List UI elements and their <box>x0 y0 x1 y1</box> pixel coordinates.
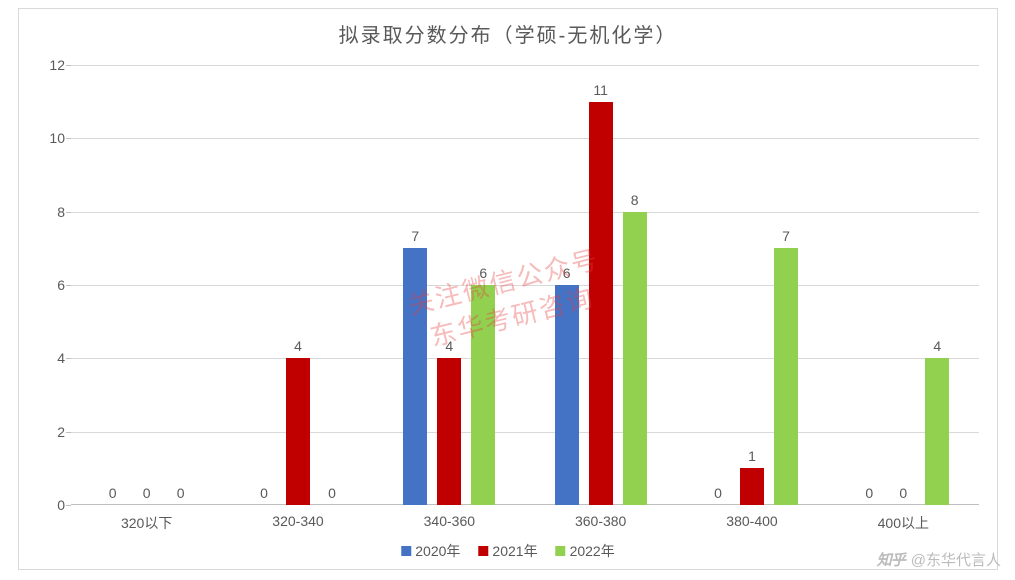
x-axis-line <box>71 504 979 505</box>
x-category-label: 380-400 <box>726 513 777 529</box>
grid-line <box>71 212 979 213</box>
bar: 6 <box>555 285 579 505</box>
bar: 7 <box>403 248 427 505</box>
bar: 6 <box>471 285 495 505</box>
bar: 1 <box>740 468 764 505</box>
x-category-label: 320以下 <box>121 513 172 533</box>
y-tick-label: 2 <box>41 424 65 440</box>
y-tick-label: 12 <box>41 57 65 73</box>
legend-swatch <box>478 546 488 556</box>
bar-value-label: 0 <box>328 485 336 501</box>
y-tick-label: 0 <box>41 497 65 513</box>
bar: 4 <box>925 358 949 505</box>
bar: 7 <box>774 248 798 505</box>
bar: 4 <box>437 358 461 505</box>
legend-swatch <box>401 546 411 556</box>
x-category-label: 360-380 <box>575 513 626 529</box>
y-tick-mark <box>66 358 71 359</box>
bar-value-label: 7 <box>411 228 419 244</box>
legend-label: 2020年 <box>415 541 460 561</box>
y-tick-label: 8 <box>41 204 65 220</box>
chart-title: 拟录取分数分布（学硕-无机化学） <box>19 9 997 54</box>
bar-value-label: 1 <box>748 448 756 464</box>
legend-label: 2022年 <box>570 541 615 561</box>
grid-line <box>71 65 979 66</box>
bar: 4 <box>286 358 310 505</box>
bar-value-label: 6 <box>563 265 571 281</box>
bar-value-label: 0 <box>177 485 185 501</box>
bar-value-label: 0 <box>260 485 268 501</box>
y-tick-mark <box>66 432 71 433</box>
bar-value-label: 0 <box>865 485 873 501</box>
y-tick-label: 4 <box>41 350 65 366</box>
y-tick-mark <box>66 505 71 506</box>
bar-value-label: 11 <box>593 82 608 98</box>
chart-container: 拟录取分数分布（学硕-无机化学） 024681012320以下000320-34… <box>18 8 998 570</box>
bar-value-label: 4 <box>933 338 941 354</box>
y-tick-label: 10 <box>41 130 65 146</box>
bar-value-label: 4 <box>445 338 453 354</box>
bar-value-label: 7 <box>782 228 790 244</box>
bar: 11 <box>589 102 613 505</box>
y-tick-mark <box>66 65 71 66</box>
grid-line <box>71 285 979 286</box>
legend-item: 2020年 <box>401 541 460 561</box>
bar-value-label: 0 <box>109 485 117 501</box>
y-tick-label: 6 <box>41 277 65 293</box>
grid-line <box>71 432 979 433</box>
legend-item: 2021年 <box>478 541 537 561</box>
y-tick-mark <box>66 285 71 286</box>
bar: 8 <box>623 212 647 505</box>
bar-value-label: 4 <box>294 338 302 354</box>
legend-swatch <box>556 546 566 556</box>
bar-value-label: 6 <box>479 265 487 281</box>
grid-line <box>71 138 979 139</box>
x-category-label: 400以上 <box>878 513 929 533</box>
x-category-label: 320-340 <box>272 513 323 529</box>
bar-value-label: 0 <box>899 485 907 501</box>
x-category-label: 340-360 <box>424 513 475 529</box>
legend-item: 2022年 <box>556 541 615 561</box>
chart-legend: 2020年 2021年 2022年 <box>401 541 614 561</box>
y-tick-mark <box>66 138 71 139</box>
bar-value-label: 8 <box>631 192 639 208</box>
bar-value-label: 0 <box>143 485 151 501</box>
grid-line <box>71 358 979 359</box>
bar-value-label: 0 <box>714 485 722 501</box>
plot-area: 024681012320以下000320-340040340-360746360… <box>71 65 979 505</box>
legend-label: 2021年 <box>492 541 537 561</box>
y-tick-mark <box>66 212 71 213</box>
